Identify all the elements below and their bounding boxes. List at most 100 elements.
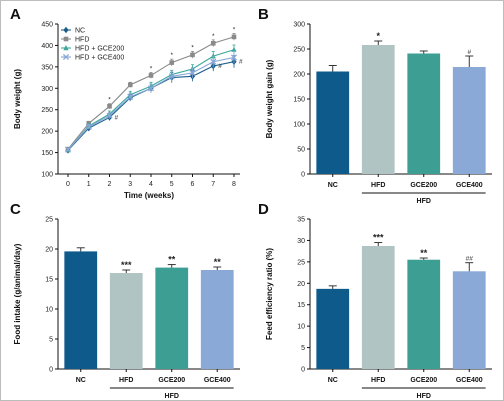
significance-label: ** [214,257,222,267]
y-tick-label: 25 [297,259,305,266]
data-point [168,73,175,80]
significance-label: * [150,65,153,72]
bar [361,246,395,369]
y-tick-label: 10 [45,307,53,314]
x-tick-label: 2 [108,181,112,188]
y-axis-title: Body weight (g) [13,69,22,129]
x-tick-label: 1 [87,181,91,188]
x-category-label: GCE400 [456,377,483,384]
data-point [64,146,72,153]
x-category-label: GCE200 [158,377,185,384]
bar [452,271,486,369]
significance-label: * [212,33,215,40]
significance-label: # [239,59,243,66]
data-point [190,52,195,58]
x-tick-label: 4 [149,181,153,188]
bar [407,259,441,369]
significance-label: # [218,63,222,70]
x-tick-label: 5 [170,181,174,188]
y-tick-label: 0 [301,367,305,374]
data-point [231,34,237,40]
y-tick-label: 250 [41,107,53,114]
significance-label: ** [168,255,176,265]
data-point [106,112,113,119]
y-tick-label: 20 [297,281,305,288]
data-point [169,60,175,65]
bar [200,270,234,369]
y-tick-label: 350 [41,64,53,71]
y-tick-label: 5 [49,337,53,344]
x-category-label: NC [76,377,86,384]
significance-label: * [376,31,380,41]
y-tick-label: 300 [41,86,53,93]
bar [316,288,350,369]
x-tick-label: 7 [211,181,215,188]
data-point [189,69,196,76]
y-tick-label: 0 [301,172,305,179]
y-tick-label: 450 [41,22,53,29]
x-tick-label: 8 [232,181,236,188]
y-tick-label: 200 [293,72,305,79]
data-point [85,123,92,130]
x-category-label: GCE400 [456,182,483,189]
data-point [127,82,133,88]
x-category-label: GCE400 [204,377,231,384]
y-tick-label: 150 [41,150,53,157]
y-tick-label: 100 [41,172,53,179]
data-point [231,46,237,52]
legend-marker [63,45,69,51]
y-tick-label: 10 [297,324,305,331]
data-point [210,58,217,65]
legend-label: HFD + GCE200 [75,46,124,53]
bar [452,67,486,174]
significance-label: * [170,52,173,59]
y-axis-title: Feed efficiency ratio (%) [265,248,274,340]
panel-letter: A [10,6,21,23]
y-tick-label: 200 [41,129,53,136]
significance-label: # [467,49,471,56]
x-tick-label: 6 [191,181,195,188]
x-category-label: GCE200 [410,182,437,189]
data-point [210,40,216,46]
y-tick-label: 15 [297,302,305,309]
x-category-label: GCE200 [410,377,437,384]
x-category-label: HFD [119,377,133,384]
legend-marker [63,26,69,34]
significance-label: * [233,26,236,33]
group-label: HFD [417,198,431,205]
significance-label: * [108,97,111,104]
significance-label: ** [420,248,428,258]
y-tick-label: 30 [297,238,305,245]
y-tick-label: 400 [41,43,53,50]
significance-label: ## [466,256,474,263]
y-tick-label: 20 [45,247,53,254]
y-axis-title: Food intake (g/animal/day) [13,243,22,344]
legend-label: HFD + GCE400 [75,55,124,62]
x-axis-title: Time (weeks) [124,191,174,200]
data-point [107,103,112,109]
y-tick-label: 15 [45,277,53,284]
data-point [230,54,238,61]
legend-label: HFD [75,37,89,44]
x-category-label: HFD [371,377,385,384]
significance-label: # [115,114,119,121]
legend-label: NC [75,28,85,35]
y-tick-label: 100 [293,122,305,129]
bar [109,273,143,369]
x-category-label: HFD [371,182,385,189]
x-category-label: NC [328,182,338,189]
data-point [148,73,154,78]
legend-marker [63,36,69,42]
x-tick-label: 3 [128,181,132,188]
panel-letter: B [258,6,269,23]
x-category-label: NC [328,377,338,384]
y-tick-label: 300 [293,22,305,29]
y-tick-label: 150 [293,97,305,104]
y-tick-label: 25 [45,217,53,224]
bar [64,251,98,369]
data-point [127,93,134,100]
bar [155,267,189,369]
significance-label: *** [373,233,384,243]
group-label: HFD [417,393,431,400]
